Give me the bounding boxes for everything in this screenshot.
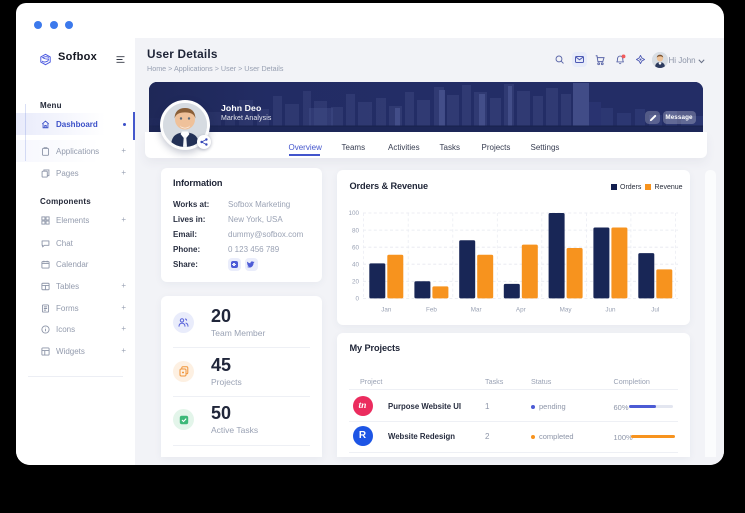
svg-text:0: 0 [355, 296, 359, 303]
svg-text:40: 40 [352, 261, 360, 268]
svg-text:Apr: Apr [516, 307, 526, 314]
svg-text:60: 60 [352, 244, 360, 251]
svg-text:100: 100 [348, 210, 359, 217]
svg-text:20: 20 [352, 279, 360, 286]
svg-text:Jan: Jan [381, 307, 392, 314]
svg-text:80: 80 [352, 227, 360, 234]
svg-text:Jun: Jun [605, 307, 616, 314]
svg-text:May: May [560, 307, 573, 314]
svg-text:Feb: Feb [426, 307, 437, 314]
svg-text:Jul: Jul [651, 307, 659, 314]
svg-text:Mar: Mar [471, 307, 482, 314]
